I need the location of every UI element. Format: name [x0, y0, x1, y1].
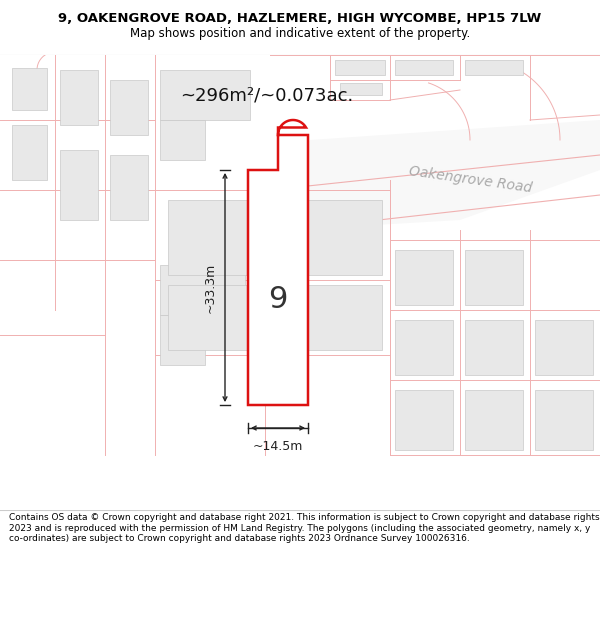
Text: ~14.5m: ~14.5m: [253, 440, 303, 453]
Bar: [465, 390, 523, 450]
Text: Oakengrove Road: Oakengrove Road: [407, 164, 532, 196]
Bar: [270, 285, 382, 350]
Bar: [270, 200, 382, 275]
Bar: [160, 70, 250, 120]
Bar: [12, 68, 47, 110]
Bar: [110, 80, 148, 135]
Polygon shape: [248, 120, 308, 405]
Bar: [160, 265, 245, 315]
Bar: [160, 315, 205, 365]
Bar: [535, 320, 593, 375]
Bar: [535, 390, 593, 450]
Bar: [395, 390, 453, 450]
Bar: [340, 83, 382, 95]
Bar: [395, 60, 453, 75]
Text: Contains OS data © Crown copyright and database right 2021. This information is : Contains OS data © Crown copyright and d…: [9, 514, 599, 543]
Bar: [12, 125, 47, 180]
Bar: [395, 320, 453, 375]
Text: 9, OAKENGROVE ROAD, HAZLEMERE, HIGH WYCOMBE, HP15 7LW: 9, OAKENGROVE ROAD, HAZLEMERE, HIGH WYCO…: [58, 12, 542, 25]
Bar: [60, 70, 98, 125]
Bar: [335, 60, 385, 75]
Bar: [110, 155, 148, 220]
Bar: [465, 60, 523, 75]
Bar: [168, 200, 256, 275]
Bar: [60, 150, 98, 220]
Text: ~296m²/~0.073ac.: ~296m²/~0.073ac.: [180, 86, 353, 104]
Text: ~33.3m: ~33.3m: [204, 262, 217, 312]
Bar: [395, 250, 453, 305]
Bar: [168, 285, 256, 350]
Polygon shape: [270, 120, 600, 230]
Text: 9: 9: [268, 286, 287, 314]
Bar: [465, 250, 523, 305]
Bar: [160, 120, 205, 160]
Bar: [465, 320, 523, 375]
Text: Map shows position and indicative extent of the property.: Map shows position and indicative extent…: [130, 27, 470, 39]
